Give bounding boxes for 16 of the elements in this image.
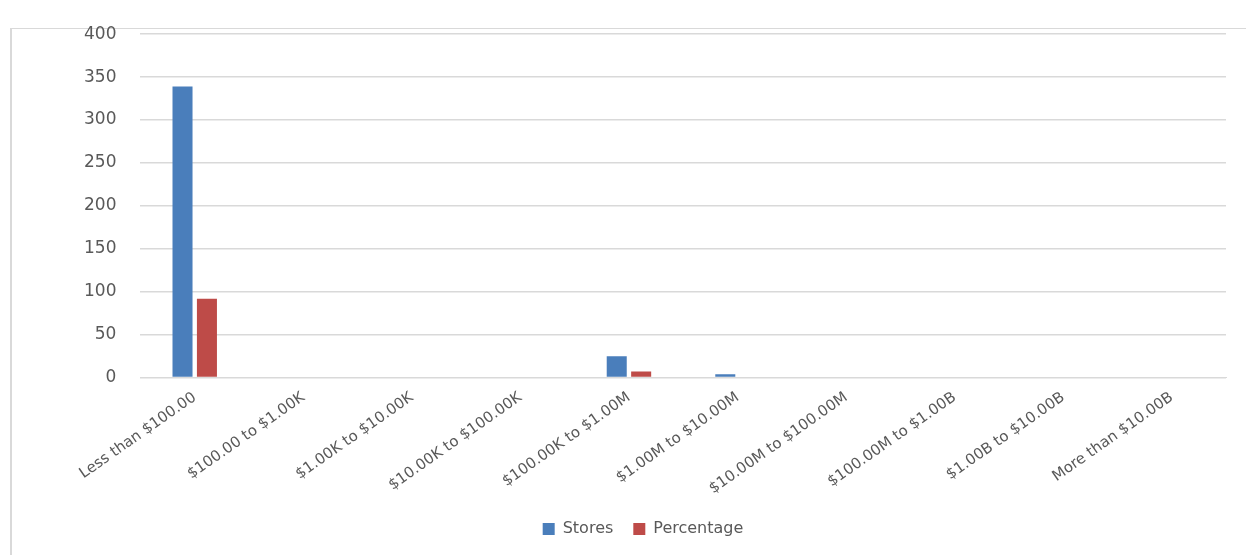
bar (631, 371, 652, 377)
y-tick-label: 200 (83, 194, 117, 215)
bar (715, 374, 736, 377)
bar (606, 356, 627, 377)
y-tick-label: 300 (83, 108, 117, 129)
legend-label: Stores (562, 518, 614, 538)
legend-label: Percentage (653, 518, 744, 538)
bar (196, 298, 217, 377)
bar (172, 86, 193, 377)
y-tick-label: 250 (83, 151, 117, 172)
y-tick-label: 150 (83, 237, 117, 258)
y-tick-label: 100 (83, 280, 117, 301)
y-tick-label: 400 (83, 22, 117, 43)
y-tick-label: 350 (83, 65, 117, 86)
y-tick-label: 0 (105, 366, 117, 387)
y-tick-label: 50 (94, 323, 117, 344)
